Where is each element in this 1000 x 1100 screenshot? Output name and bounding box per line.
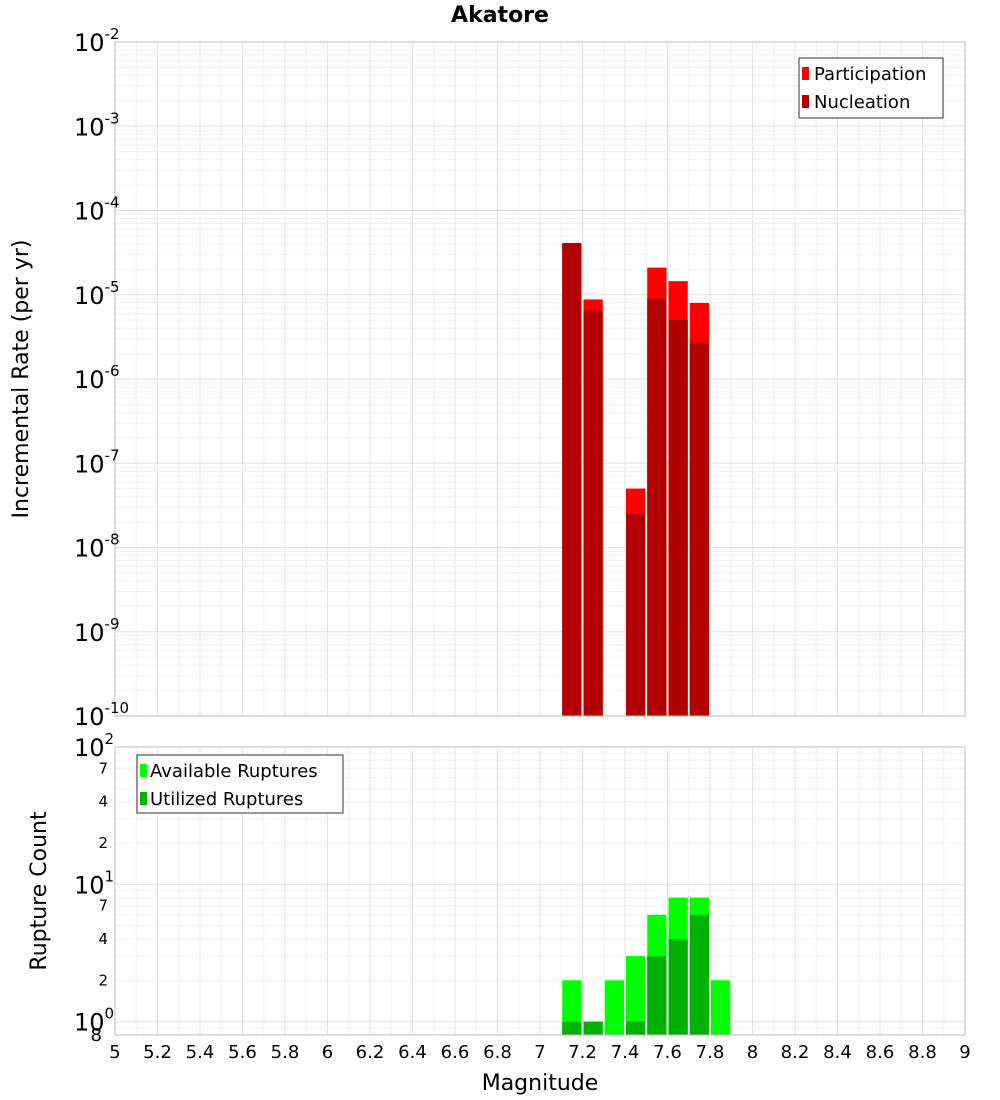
top-legend: Participation Nucleation: [798, 57, 944, 119]
bottom-plot-frame: [114, 746, 966, 1036]
bottom-y-minor-tick-label: 4: [98, 930, 108, 948]
x-tick-label: 5.2: [143, 1042, 172, 1063]
top-plot-bars: [562, 243, 709, 716]
top-y-tick-label: 10-3: [74, 109, 120, 141]
x-tick-label: 6: [322, 1042, 333, 1063]
bottom-plot-bars: [562, 897, 731, 1035]
nucleation-bar: [668, 320, 688, 716]
x-tick-label: 9: [959, 1042, 970, 1063]
available-ruptures-bar: [604, 980, 624, 1035]
available-ruptures-bar: [711, 980, 731, 1035]
bottom-y-minor-tick-label: 8: [91, 1025, 102, 1046]
x-tick-label: 8: [747, 1042, 758, 1063]
utilized-ruptures-bar: [668, 939, 688, 1035]
chart-title: Akatore: [451, 3, 549, 28]
utilized-ruptures-bar: [626, 1021, 646, 1035]
x-tick-labels: 5 5.2 5.4 5.6 5.8 6 6.2 6.4 6.6 6.8 7 7.2 7.4 7.6 7.8 8…: [109, 1042, 970, 1063]
x-tick-label: 8.4: [823, 1042, 852, 1063]
x-tick-label: 5.6: [228, 1042, 257, 1063]
top-legend-box: [798, 57, 944, 119]
bottom-y-major-tick-label: 100: [74, 1005, 114, 1037]
legend-swatch-utilized: [140, 792, 147, 805]
legend-swatch-participation: [802, 67, 809, 80]
top-y-axis-label: Incremental Rate (per yr): [9, 240, 34, 519]
top-y-tick-label: 10-6: [74, 362, 120, 394]
legend-label-nucleation: Nucleation: [814, 92, 910, 113]
top-y-tick-label: 10-4: [74, 194, 120, 226]
utilized-ruptures-bar: [689, 914, 709, 1035]
top-plot-grid: [114, 41, 966, 717]
bottom-y-major-tick-label: 101: [74, 867, 114, 899]
x-tick-label: 6.4: [398, 1042, 427, 1063]
x-tick-label: 6.8: [483, 1042, 512, 1063]
nucleation-bar: [562, 243, 582, 716]
legend-swatch-nucleation: [802, 95, 809, 108]
nucleation-bar: [583, 310, 603, 716]
bottom-y-minor-tick-label: 4: [98, 793, 108, 811]
bottom-y-minor-tick-label: 2: [98, 971, 108, 989]
bottom-plot: 100 101 102 8 2 4 7 2 4 7 5 5.2 5.4 5.6 5.8 6 6.2 6.4 6.6…: [27, 730, 971, 1096]
top-plot-frame: [114, 41, 966, 717]
bottom-y-minor-tick-label: 7: [98, 759, 108, 777]
x-tick-label: 5: [109, 1042, 120, 1063]
top-y-tick-label: 10-8: [74, 531, 120, 563]
x-axis-label: Magnitude: [482, 1071, 599, 1096]
available-ruptures-bar: [562, 980, 582, 1035]
bottom-y-tick-labels: 100 101 102 8 2 4 7 2 4 7: [74, 730, 114, 1046]
legend-label-participation: Participation: [814, 64, 926, 85]
utilized-ruptures-bar: [647, 956, 667, 1035]
top-y-tick-labels: 10-10 10-9 10-8 10-7 10-6 10-5 10-4 10-3 10-2: [74, 25, 129, 731]
bottom-y-minor-tick-label: 7: [98, 897, 108, 915]
bottom-y-axis-label: Rupture Count: [27, 811, 52, 971]
top-y-tick-label: 10-5: [74, 278, 120, 310]
top-y-tick-label: 10-10: [74, 699, 129, 731]
bottom-legend-box: [136, 754, 344, 814]
x-tick-label: 7.2: [568, 1042, 597, 1063]
x-tick-label: 7.4: [611, 1042, 640, 1063]
x-tick-label: 6.6: [441, 1042, 470, 1063]
bottom-y-minor-tick-label: 2: [98, 834, 108, 852]
x-tick-label: 5.8: [271, 1042, 300, 1063]
utilized-ruptures-bar: [583, 1021, 603, 1035]
x-tick-label: 7: [534, 1042, 545, 1063]
x-tick-label: 8.6: [866, 1042, 895, 1063]
top-y-tick-label: 10-7: [74, 446, 120, 478]
x-tick-label: 7.8: [696, 1042, 725, 1063]
nucleation-bar: [647, 298, 667, 716]
utilized-ruptures-bar: [562, 1021, 582, 1035]
bottom-legend: Available Ruptures Utilized Ruptures: [136, 754, 344, 814]
legend-label-utilized: Utilized Ruptures: [150, 789, 303, 810]
x-tick-label: 5.4: [186, 1042, 215, 1063]
top-y-tick-label: 10-2: [74, 25, 120, 57]
x-tick-label: 6.2: [356, 1042, 385, 1063]
top-y-tick-label: 10-9: [74, 615, 120, 647]
x-tick-label: 7.6: [653, 1042, 682, 1063]
nucleation-bar: [626, 513, 646, 716]
available-ruptures-bar: [626, 956, 646, 1035]
x-tick-label: 8.8: [908, 1042, 937, 1063]
legend-label-available: Available Ruptures: [150, 761, 318, 782]
top-plot: 10-10 10-9 10-8 10-7 10-6 10-5 10-4 10-3 10-2 In…: [9, 25, 966, 731]
x-tick-label: 8.2: [781, 1042, 810, 1063]
legend-swatch-available: [140, 764, 147, 777]
bottom-y-major-tick-label: 102: [74, 730, 114, 762]
nucleation-bar: [689, 342, 709, 716]
